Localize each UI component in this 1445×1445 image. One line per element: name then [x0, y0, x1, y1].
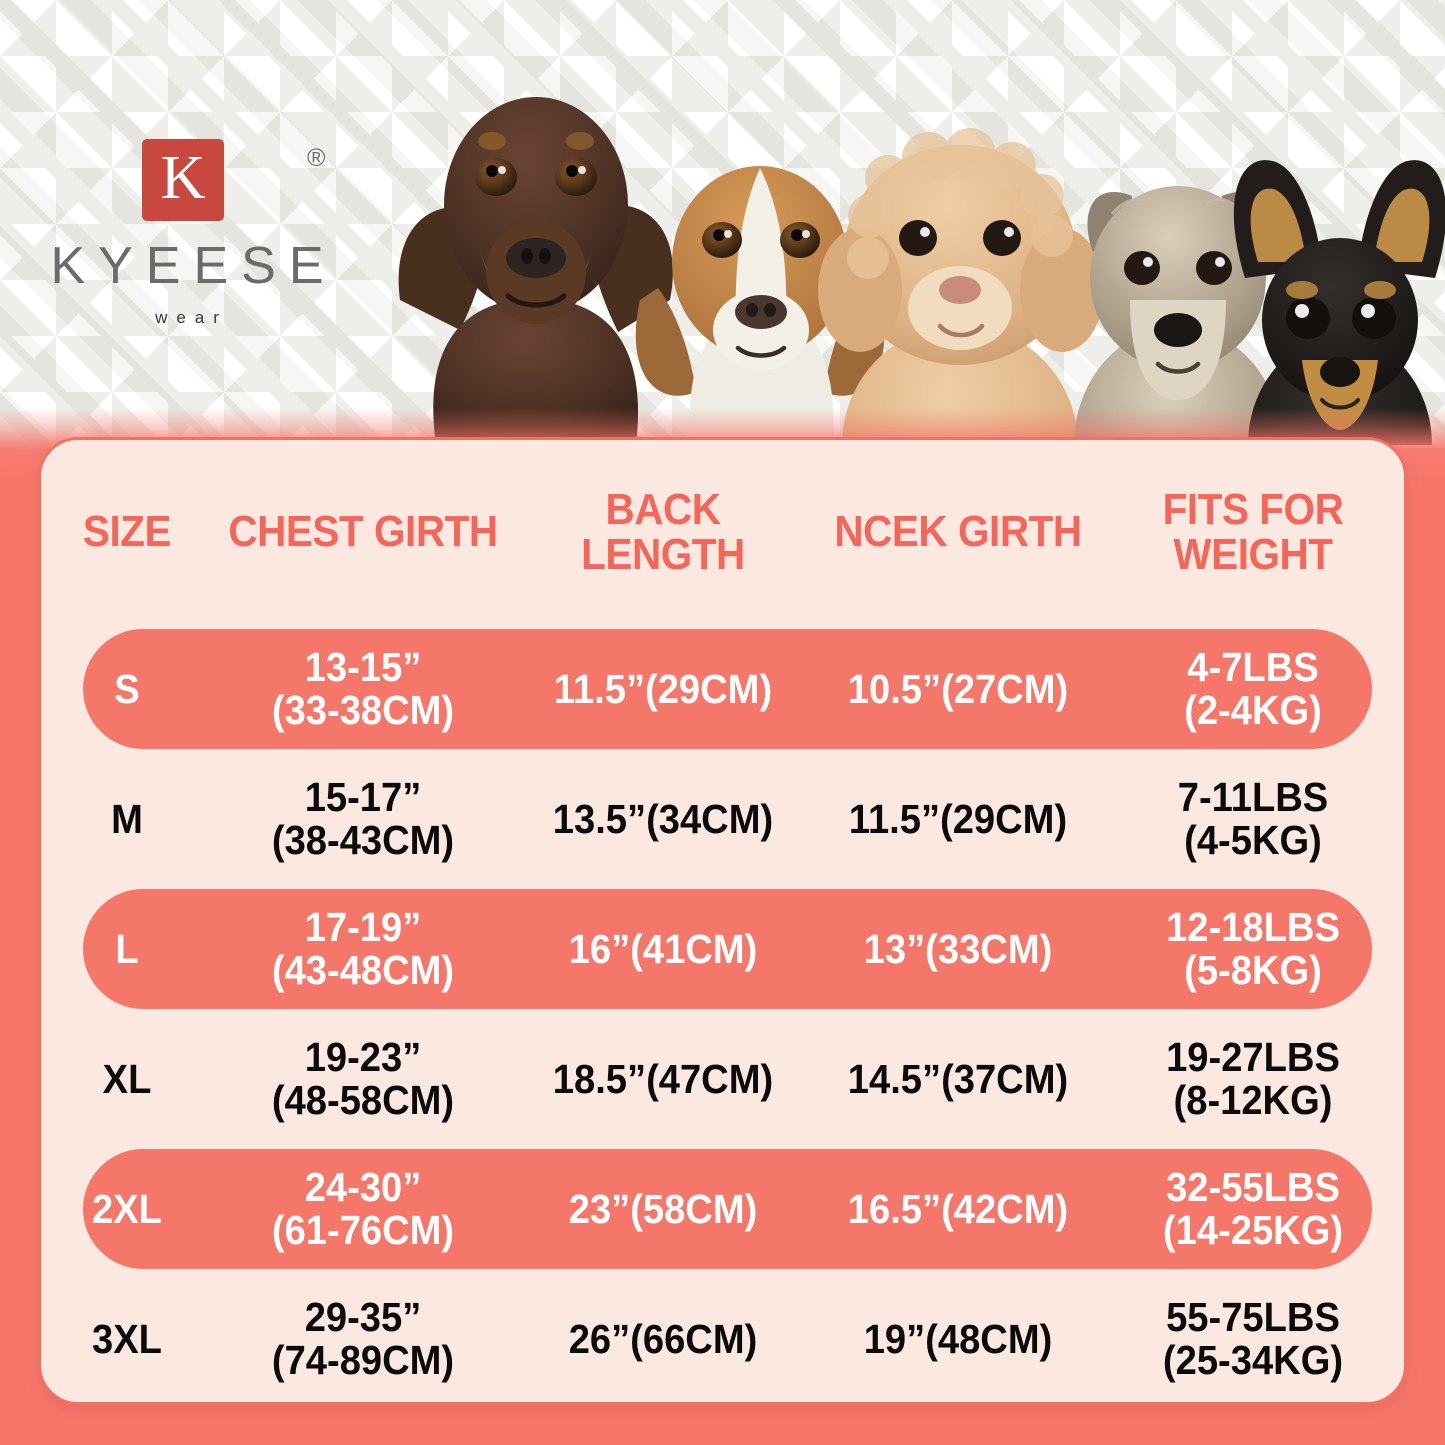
cell-size: 3XL: [92, 1315, 162, 1362]
table-row: M 15-17” (38-43CM) 13.5”(34CM) 11.5”(29C…: [41, 755, 1404, 883]
row-highlight-pill: [83, 889, 1372, 1009]
cell-size: 2XL: [92, 1185, 162, 1232]
column-header-fits-for-weight: FITS FOR WEIGHT: [1162, 484, 1344, 579]
cell-chest-girth: 24-30” (61-76CM): [271, 1164, 455, 1253]
cell-neck-girth: 14.5”(37CM): [847, 1055, 1069, 1102]
cell-back-length: 16”(41CM): [568, 925, 758, 972]
cell-chest-girth: 17-19” (43-48CM): [271, 904, 455, 993]
cell-fits-for-weight: 55-75LBS (25-34KG): [1162, 1294, 1344, 1383]
table-row: 2XL 24-30” (61-76CM) 23”(58CM) 16.5”(42C…: [41, 1145, 1404, 1273]
column-header-chest-girth: CHEST GIRTH: [228, 507, 498, 557]
cell-size: M: [111, 795, 143, 842]
cell-neck-girth: 16.5”(42CM): [847, 1185, 1069, 1232]
table-row: XL 19-23” (48-58CM) 18.5”(47CM) 14.5”(37…: [41, 1015, 1404, 1143]
cell-fits-for-weight: 7-11LBS (4-5KG): [1177, 774, 1329, 863]
brand-logo: K ® KYEESE wear: [22, 128, 352, 348]
row-highlight-pill: [83, 629, 1372, 749]
dog-photo-band: [340, 0, 1445, 445]
cell-back-length: 23”(58CM): [568, 1185, 758, 1232]
cell-chest-girth: 13-15” (33-38CM): [271, 644, 455, 733]
dog-doberman: [398, 97, 673, 445]
brand-wordmark: KYEESE: [50, 237, 337, 295]
column-header-back-length: BACK LENGTH: [581, 484, 745, 579]
dog-chihuahua: [1233, 160, 1445, 445]
cell-back-length: 13.5”(34CM): [552, 795, 774, 842]
cell-back-length: 11.5”(29CM): [553, 665, 773, 712]
cell-neck-girth: 19”(48CM): [863, 1315, 1053, 1362]
cell-chest-girth: 19-23” (48-58CM): [271, 1034, 455, 1123]
dogs-illustration: [398, 97, 1445, 445]
cell-fits-for-weight: 12-18LBS (5-8KG): [1166, 904, 1340, 993]
cell-back-length: 26”(66CM): [568, 1315, 758, 1362]
logo-mark-square: K: [144, 141, 222, 219]
cell-neck-girth: 10.5”(27CM): [847, 665, 1069, 712]
column-header-neck-girth: NCEK GIRTH: [834, 507, 1082, 557]
cell-chest-girth: 29-35” (74-89CM): [271, 1294, 455, 1383]
cell-size: XL: [102, 1055, 152, 1102]
cell-back-length: 18.5”(47CM): [552, 1055, 774, 1102]
cell-fits-for-weight: 32-55LBS (14-25KG): [1162, 1164, 1344, 1253]
cell-fits-for-weight: 4-7LBS (2-4KG): [1184, 644, 1322, 733]
cell-chest-girth: 15-17” (38-43CM): [271, 774, 455, 863]
size-chart-panel: SIZE CHEST GIRTH BACK LENGTH NCEK GIRTH …: [38, 437, 1407, 1405]
row-highlight-pill: [83, 1149, 1372, 1269]
table-row: 3XL 29-35” (74-89CM) 26”(66CM) 19”(48CM)…: [41, 1275, 1404, 1402]
cell-size: L: [115, 925, 139, 972]
table-row: L 17-19” (43-48CM) 16”(41CM) 13”(33CM) 1…: [41, 885, 1404, 1013]
column-header-size: SIZE: [82, 507, 172, 557]
cell-size: S: [114, 665, 140, 712]
registered-trademark-icon: ®: [307, 144, 326, 172]
cell-neck-girth: 11.5”(29CM): [848, 795, 1068, 842]
cell-fits-for-weight: 19-27LBS (8-12KG): [1166, 1034, 1340, 1123]
brand-subtitle: wear: [155, 308, 228, 327]
dog-poodle: [818, 128, 1104, 445]
logo-mark-letter: K: [160, 144, 206, 212]
table-row: S 13-15” (33-38CM) 11.5”(29CM) 10.5”(27C…: [41, 625, 1404, 753]
cell-neck-girth: 13”(33CM): [863, 925, 1053, 972]
table-header-row: SIZE CHEST GIRTH BACK LENGTH NCEK GIRTH …: [41, 440, 1404, 625]
